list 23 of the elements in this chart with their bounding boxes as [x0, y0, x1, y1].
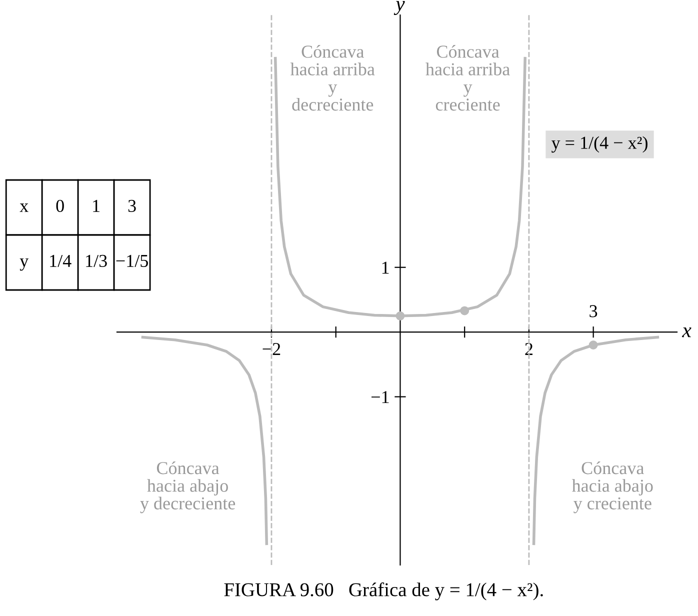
annotation: Cóncava hacia arriba y creciente — [426, 45, 510, 111]
y-axis-title: y — [394, 0, 405, 15]
text: 1/4 — [50, 254, 72, 268]
text: 1/3 — [86, 254, 107, 268]
annotation: y = 1/(4 − x²) — [551, 136, 648, 153]
text: 0 — [56, 200, 64, 212]
point — [396, 311, 405, 320]
annotation: Cóncava hacia abajo y decreciente — [140, 461, 236, 514]
x-axis-title: x — [682, 328, 692, 338]
text: x — [20, 204, 28, 212]
x-tick-label: −2 — [262, 343, 280, 356]
y-tick-label: −1 — [371, 391, 389, 404]
point — [588, 340, 598, 350]
text: 1 — [93, 200, 100, 212]
line-series — [532, 336, 660, 546]
annotation: 3 — [590, 305, 598, 318]
text: FIGURA 9.60 Gráfica de y = 1/(4 − x²). — [224, 582, 543, 600]
text: y — [20, 258, 29, 271]
point — [460, 306, 470, 316]
annotation: Cóncava hacia arriba y decreciente — [290, 45, 375, 111]
annotation: Cóncava hacia abajo y creciente — [572, 461, 653, 514]
annotation: −1/5 — [116, 254, 148, 268]
annotation: 3 — [128, 200, 136, 212]
